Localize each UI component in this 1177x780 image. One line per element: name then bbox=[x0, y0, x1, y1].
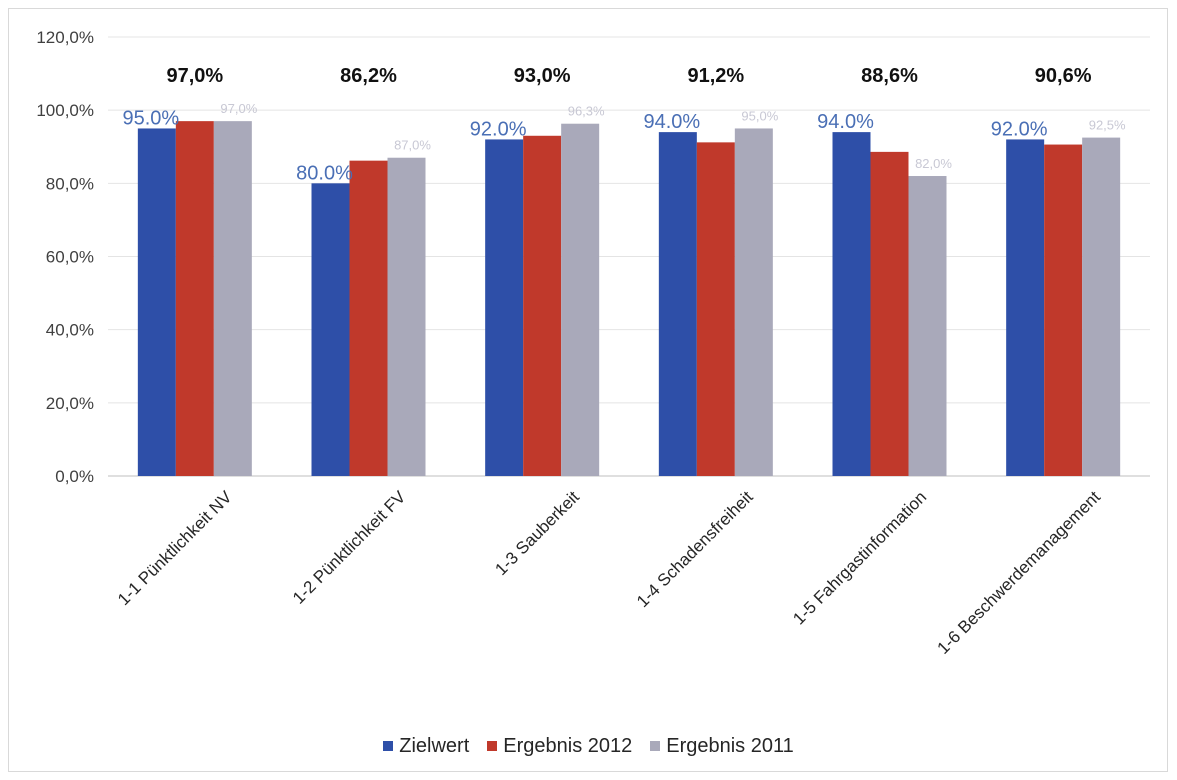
bar-4-0 bbox=[833, 132, 871, 476]
data-label-1-1: 86,2% bbox=[340, 65, 397, 87]
bar-4-2 bbox=[909, 176, 947, 476]
data-label-0-0: 95.0% bbox=[122, 107, 179, 129]
bar-5-1 bbox=[1044, 145, 1082, 476]
legend-label: Ergebnis 2012 bbox=[503, 735, 632, 758]
bar-2-2 bbox=[561, 124, 599, 476]
data-label-3-0: 94.0% bbox=[643, 111, 700, 133]
category-label: 1-4 Schadensfreiheit bbox=[633, 487, 757, 611]
bar-5-0 bbox=[1006, 139, 1044, 476]
legend-swatch bbox=[650, 741, 660, 751]
data-label-4-2: 82,0% bbox=[915, 156, 952, 171]
bar-3-2 bbox=[735, 128, 773, 476]
data-label-3-1: 91,2% bbox=[687, 65, 744, 87]
category-label: 1-1 Pünktlichkeit NV bbox=[114, 487, 236, 609]
data-label-0-1: 97,0% bbox=[166, 65, 223, 87]
legend-swatch bbox=[487, 741, 497, 751]
bar-2-0 bbox=[485, 139, 523, 476]
data-label-1-0: 80.0% bbox=[296, 162, 353, 184]
legend-item: Ergebnis 2011 bbox=[650, 735, 794, 758]
data-label-4-0: 94.0% bbox=[817, 111, 874, 133]
data-label-3-2: 95,0% bbox=[741, 108, 778, 123]
data-label-2-0: 92.0% bbox=[470, 118, 527, 140]
y-tick-label: 40,0% bbox=[46, 321, 94, 340]
y-tick-label: 0,0% bbox=[55, 467, 94, 486]
data-label-5-1: 90,6% bbox=[1035, 65, 1092, 87]
category-label: 1-3 Sauberkeit bbox=[491, 487, 583, 579]
gridlines bbox=[108, 37, 1150, 476]
category-labels: 1-1 Pünktlichkeit NV 1-2 Pünktlichkeit FV… bbox=[114, 487, 1104, 658]
category-label: 1-6 Beschwerdemanagement bbox=[934, 487, 1105, 658]
bar-3-1 bbox=[697, 142, 735, 476]
bar-0-1 bbox=[176, 121, 214, 476]
bars bbox=[138, 121, 1120, 476]
bar-1-0 bbox=[312, 183, 350, 476]
y-tick-label: 120,0% bbox=[36, 28, 94, 47]
legend-label: Zielwert bbox=[399, 735, 469, 758]
category-label: 1-2 Pünktlichkeit FV bbox=[289, 487, 410, 608]
data-label-5-2: 92,5% bbox=[1089, 118, 1126, 133]
legend: Zielwert Ergebnis 2012 Ergebnis 2011 bbox=[0, 734, 1177, 758]
bar-1-1 bbox=[350, 161, 388, 476]
y-tick-label: 100,0% bbox=[36, 101, 94, 120]
y-tick-label: 20,0% bbox=[46, 394, 94, 413]
data-label-5-0: 92.0% bbox=[991, 118, 1048, 140]
bar-1-2 bbox=[388, 158, 426, 476]
y-tick-label: 80,0% bbox=[46, 174, 94, 193]
y-axis-ticks: 0,0% 20,0% 40,0% 60,0% 80,0% 100,0% 120,0% bbox=[36, 28, 94, 486]
data-label-2-1: 93,0% bbox=[514, 65, 571, 87]
legend-label: Ergebnis 2011 bbox=[666, 735, 794, 758]
y-tick-label: 60,0% bbox=[46, 248, 94, 267]
legend-swatch bbox=[383, 741, 393, 751]
data-labels: 95.0% 97,0% 97,0% 80.0% 86,2% 87,0% 92.0% 93,0%… bbox=[122, 65, 1126, 184]
bar-0-0 bbox=[138, 128, 176, 476]
bar-5-2 bbox=[1082, 138, 1120, 476]
bar-2-1 bbox=[523, 136, 561, 476]
data-label-0-2: 97,0% bbox=[220, 101, 257, 116]
legend-item: Zielwert bbox=[383, 735, 469, 758]
bar-0-2 bbox=[214, 121, 252, 476]
data-label-2-2: 96,3% bbox=[568, 104, 605, 119]
data-label-4-1: 88,6% bbox=[861, 65, 918, 87]
category-label: 1-5 Fahrgastinformation bbox=[789, 487, 930, 628]
data-label-1-2: 87,0% bbox=[394, 138, 431, 153]
legend-item: Ergebnis 2012 bbox=[487, 735, 632, 758]
bar-4-1 bbox=[871, 152, 909, 476]
bar-3-0 bbox=[659, 132, 697, 476]
